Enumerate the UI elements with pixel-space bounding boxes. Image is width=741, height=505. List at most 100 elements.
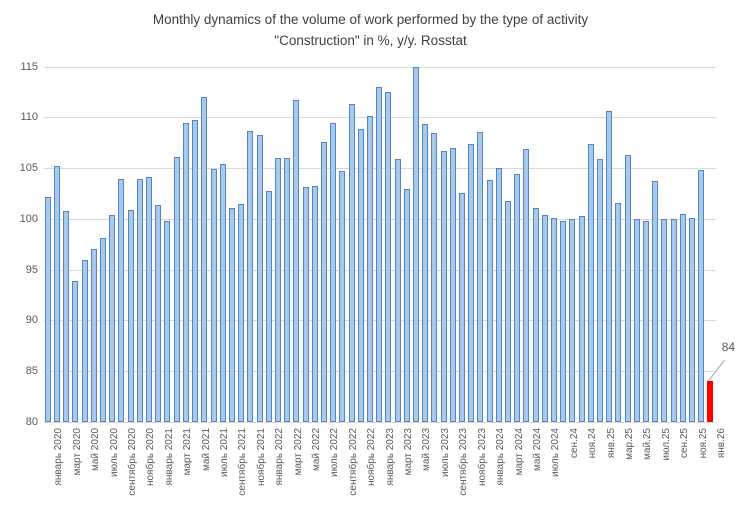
bar [146, 177, 152, 422]
bar [468, 143, 475, 422]
bar [670, 218, 677, 422]
y-axis-tick-label: 90 [25, 314, 38, 327]
x-axis-tick-label: январь 2020 [53, 428, 65, 486]
bar [164, 220, 171, 422]
bar [311, 186, 318, 422]
bar [210, 169, 217, 422]
x-axis-tick-label: ноябрь 2021 [255, 428, 267, 487]
x-axis-tick-label: ноя.24 [587, 428, 599, 459]
bar [219, 164, 226, 422]
x-axis-tick-label: июль 2023 [439, 428, 451, 477]
bar [652, 181, 659, 422]
bar [357, 128, 364, 422]
x-axis-tick-label: сентябрь 2022 [347, 428, 359, 496]
bar [228, 207, 235, 422]
x-axis-tick-label: сентябрь 2020 [126, 428, 138, 496]
y-axis-tick-label: 105 [19, 162, 38, 175]
bar [560, 220, 567, 422]
x-axis-tick-label: июль 2020 [108, 428, 120, 477]
gridline-115 [43, 66, 716, 68]
x-axis-tick-label: июл.25 [660, 428, 672, 461]
bar [569, 218, 576, 422]
bar [551, 217, 557, 422]
bar [458, 193, 465, 422]
annotation-value-label: 84 [721, 340, 736, 355]
bar [136, 179, 143, 422]
x-axis-tick-label: июль 2024 [550, 428, 562, 477]
bar [486, 180, 493, 422]
chart-title-line1: Monthly dynamics of the volume of work p… [152, 12, 589, 27]
bar [422, 124, 429, 422]
bar [192, 120, 198, 422]
bar [523, 148, 530, 422]
x-axis-tick-label: июль 2022 [329, 428, 341, 477]
bar [173, 156, 180, 422]
x-axis-tick-label: сен.25 [679, 428, 691, 458]
bar [532, 207, 539, 422]
bar [504, 200, 511, 422]
x-axis-tick-label: май 2022 [311, 428, 322, 472]
bar [385, 92, 392, 422]
bar [293, 100, 300, 422]
bar [127, 209, 134, 422]
bar [265, 191, 272, 422]
bar [376, 86, 383, 422]
x-axis-tick-label: сентябрь 2023 [458, 428, 470, 496]
bar [284, 157, 291, 422]
bar [403, 189, 410, 422]
x-axis-tick-label: ноябрь 2022 [366, 428, 378, 487]
bar [679, 213, 686, 422]
bar [339, 171, 346, 422]
bar [182, 123, 189, 422]
bar [81, 260, 88, 422]
bar [412, 66, 419, 422]
x-axis-tick-label: ноябрь 2023 [476, 428, 488, 487]
bar [615, 202, 622, 422]
bar [606, 111, 613, 422]
bar [90, 249, 97, 422]
x-axis-tick-label: январь 2023 [384, 428, 396, 486]
x-axis-tick-label: март 2020 [71, 428, 83, 476]
x-axis-tick-label: май.25 [642, 428, 654, 460]
bar [256, 134, 263, 422]
x-axis-tick-label: январь 2021 [163, 428, 175, 486]
x-axis-tick-label: январь 2024 [495, 428, 506, 486]
bar [440, 150, 447, 422]
bar [541, 214, 548, 422]
gridline-80 [43, 421, 716, 423]
bar [689, 217, 695, 422]
bar [109, 214, 116, 422]
x-axis-tick-label: ноя.25 [697, 428, 709, 459]
x-axis-tick-label: март 2023 [403, 428, 414, 476]
bar [394, 158, 401, 422]
bar [597, 158, 603, 422]
bar [348, 104, 355, 422]
x-axis-tick-label: май 2020 [90, 428, 102, 472]
bar [661, 218, 668, 422]
bar [698, 170, 705, 422]
chart-title: Monthly dynamics of the volume of work p… [0, 9, 741, 51]
y-axis-tick-label: 95 [25, 263, 38, 276]
bar [477, 131, 484, 422]
chart-title-line2: "Construction" in %, y/y. Rosstat [274, 33, 467, 48]
bar [100, 238, 106, 422]
y-axis-tick-label: 115 [20, 60, 38, 73]
bar [587, 143, 594, 422]
x-axis-tick-label: июль 2021 [219, 428, 230, 477]
x-axis-tick-label: январь 2022 [274, 428, 286, 486]
y-axis-tick-label: 110 [20, 111, 38, 124]
x-axis-tick-label: март 2021 [182, 428, 194, 476]
bar-highlighted [707, 381, 714, 422]
bar [431, 132, 438, 422]
bar [449, 147, 456, 422]
bar [624, 154, 631, 422]
bar [495, 168, 502, 422]
bar [44, 196, 51, 422]
bar [63, 210, 70, 422]
bar [633, 218, 640, 422]
bar [155, 204, 162, 422]
y-axis-tick-label: 100 [19, 212, 38, 225]
x-axis-tick-label: ноябрь 2020 [145, 428, 157, 487]
bar [320, 141, 327, 422]
